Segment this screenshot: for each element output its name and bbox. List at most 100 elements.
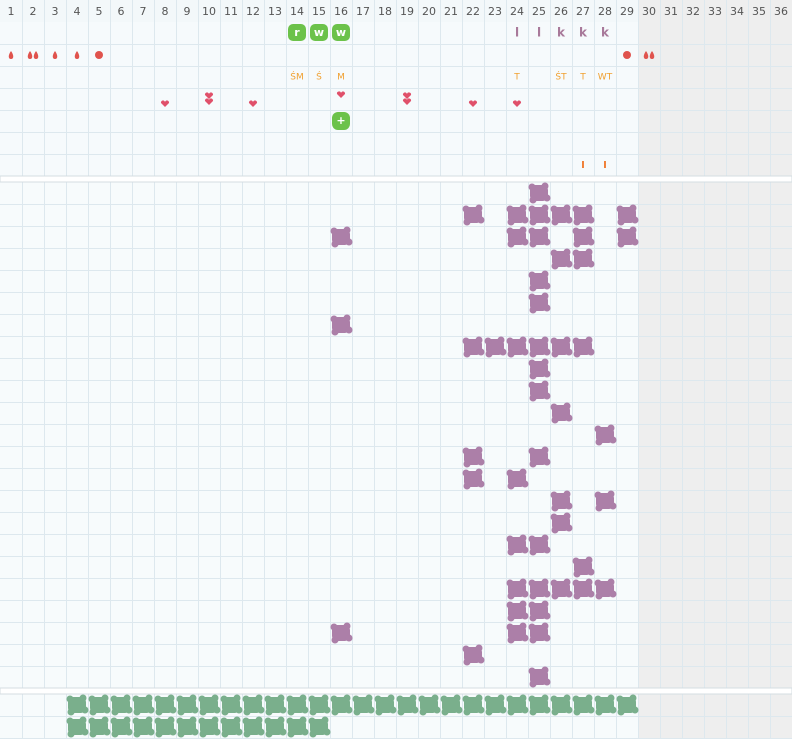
blob bbox=[506, 336, 529, 358]
blob bbox=[220, 694, 243, 716]
blob bbox=[528, 600, 551, 622]
blob-edge bbox=[573, 218, 581, 226]
blob-edge bbox=[550, 403, 558, 411]
blob-edge bbox=[309, 708, 317, 716]
blob-edge bbox=[563, 512, 571, 520]
badge bbox=[332, 24, 350, 41]
blob-edge bbox=[66, 717, 74, 725]
heart bbox=[512, 100, 522, 107]
blob-edge bbox=[541, 336, 549, 344]
blob-edge bbox=[565, 524, 573, 532]
blob-edge bbox=[235, 728, 243, 736]
day-number: 17 bbox=[356, 5, 370, 18]
blob-edge bbox=[507, 636, 515, 644]
blob bbox=[440, 694, 463, 716]
note: T bbox=[513, 73, 520, 83]
blob-edge bbox=[475, 694, 483, 702]
blob bbox=[616, 694, 639, 716]
mark: I bbox=[581, 160, 585, 171]
blob-edge bbox=[594, 579, 602, 587]
blob-edge bbox=[213, 728, 221, 736]
blob bbox=[506, 204, 529, 226]
blob-edge bbox=[352, 695, 360, 703]
blob-edge bbox=[543, 458, 551, 466]
blob bbox=[550, 402, 573, 424]
blob-edge bbox=[607, 694, 615, 702]
day-number: 20 bbox=[422, 5, 436, 18]
blob-edge bbox=[563, 578, 571, 586]
blob-edge bbox=[573, 262, 581, 270]
blob-edge bbox=[572, 337, 580, 345]
blob-edge bbox=[475, 446, 483, 454]
blob-edge bbox=[462, 447, 470, 455]
blob-edge bbox=[125, 706, 133, 714]
day-number: 15 bbox=[312, 5, 326, 18]
blob-edge bbox=[220, 717, 228, 725]
blob bbox=[154, 694, 177, 716]
blob-edge bbox=[607, 578, 615, 586]
blob-edge bbox=[477, 706, 485, 714]
blob-edge bbox=[264, 717, 272, 725]
blob bbox=[550, 336, 573, 358]
blob-edge bbox=[507, 218, 515, 226]
blob-edge bbox=[585, 204, 593, 212]
blob bbox=[572, 578, 595, 600]
blob-edge bbox=[543, 238, 551, 246]
blob-edge bbox=[631, 706, 639, 714]
blob-edge bbox=[365, 694, 373, 702]
blob-edge bbox=[167, 694, 175, 702]
blob-edge bbox=[477, 656, 485, 664]
blob-edge bbox=[572, 227, 580, 235]
blob-edge bbox=[543, 370, 551, 378]
blob-edge bbox=[563, 248, 571, 256]
blob-edge bbox=[521, 546, 529, 554]
blob-edge bbox=[463, 708, 471, 716]
note: Ś bbox=[316, 71, 322, 83]
blob-edge bbox=[528, 579, 536, 587]
blob-edge bbox=[396, 695, 404, 703]
blob bbox=[550, 578, 573, 600]
blob-edge bbox=[477, 348, 485, 356]
blob-edge bbox=[345, 634, 353, 642]
blob bbox=[594, 424, 617, 446]
blob bbox=[506, 534, 529, 556]
blob-edge bbox=[242, 717, 250, 725]
blob-edge bbox=[499, 706, 507, 714]
blob-edge bbox=[299, 694, 307, 702]
blob bbox=[528, 446, 551, 468]
blob-edge bbox=[497, 336, 505, 344]
blob-edge bbox=[550, 491, 558, 499]
blob-edge bbox=[565, 502, 573, 510]
blob-edge bbox=[220, 695, 228, 703]
blob bbox=[572, 204, 595, 226]
blob bbox=[66, 694, 89, 716]
blob-edge bbox=[528, 623, 536, 631]
blob-edge bbox=[191, 706, 199, 714]
blob-edge bbox=[255, 716, 263, 724]
blob-edge bbox=[506, 205, 514, 213]
blob-edge bbox=[550, 579, 558, 587]
blob-edge bbox=[573, 240, 581, 248]
blob-edge bbox=[551, 218, 559, 226]
blob-edge bbox=[221, 708, 229, 716]
blob-edge bbox=[595, 438, 603, 446]
day-number: 30 bbox=[642, 5, 656, 18]
blob bbox=[264, 694, 287, 716]
blob-edge bbox=[506, 695, 514, 703]
blob-edge bbox=[81, 728, 89, 736]
blob-edge bbox=[477, 216, 485, 224]
blob-edge bbox=[631, 216, 639, 224]
blob-edge bbox=[67, 708, 75, 716]
blob-edge bbox=[475, 336, 483, 344]
blob-edge bbox=[343, 622, 351, 630]
blob-edge bbox=[529, 548, 537, 556]
blob-edge bbox=[176, 695, 184, 703]
blob-edge bbox=[330, 227, 338, 235]
blob-edge bbox=[299, 716, 307, 724]
heart bbox=[248, 100, 258, 107]
blob bbox=[572, 556, 595, 578]
blob-edge bbox=[528, 337, 536, 345]
blob-edge bbox=[125, 728, 133, 736]
plus-label: + bbox=[336, 114, 345, 127]
blob-edge bbox=[477, 480, 485, 488]
